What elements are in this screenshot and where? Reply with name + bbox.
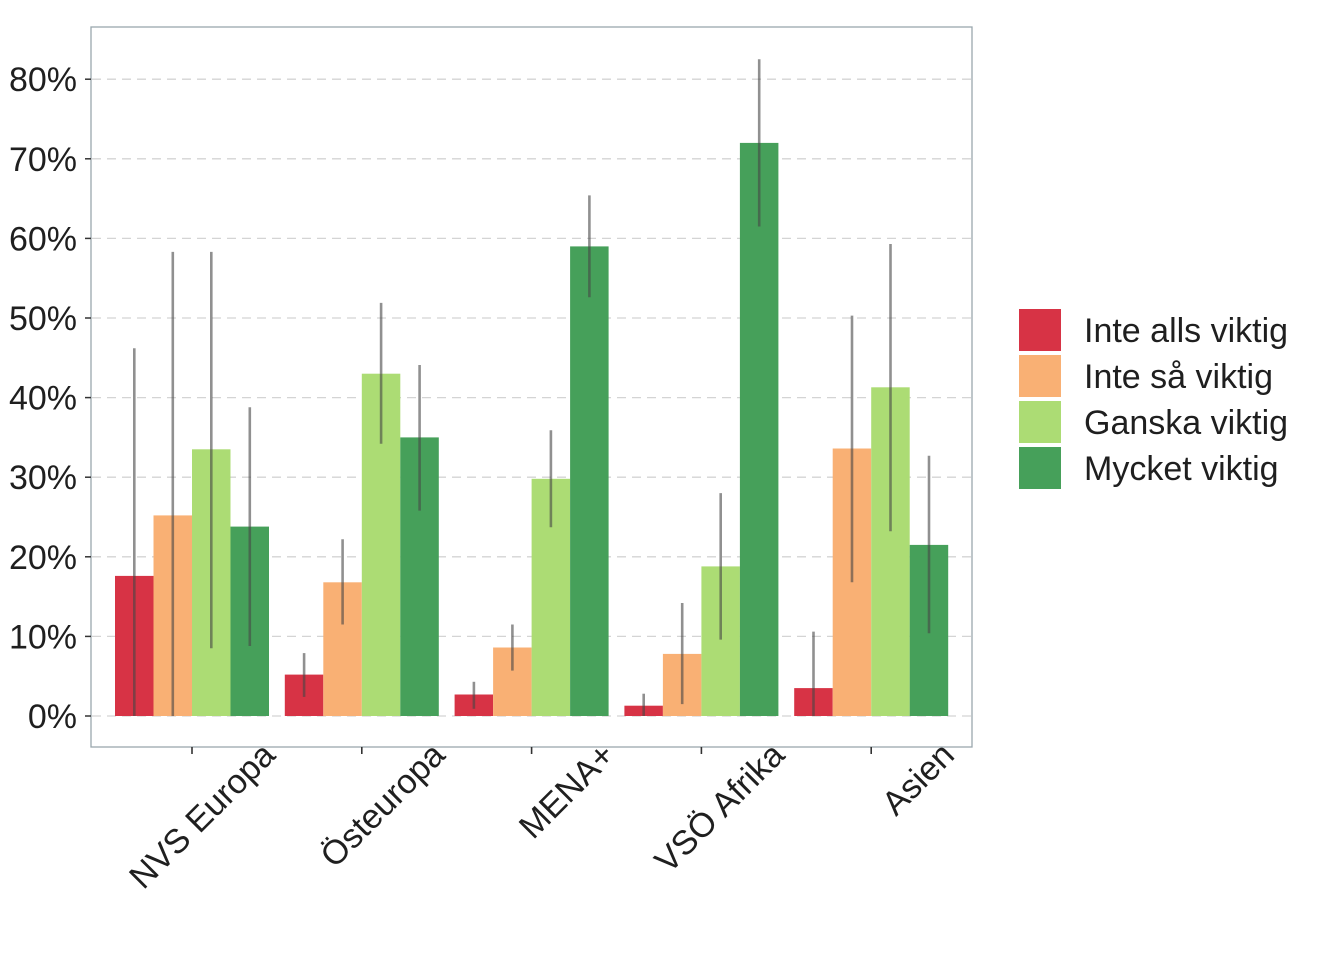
bar xyxy=(739,142,779,716)
legend-label: Inte alls viktig xyxy=(1084,312,1288,350)
y-tick-label: 60% xyxy=(9,220,77,258)
error-bars xyxy=(133,59,931,716)
x-tick-label: MENA+ xyxy=(512,736,622,846)
legend-key xyxy=(1019,309,1061,351)
bars xyxy=(115,142,949,716)
y-tick-label: 30% xyxy=(9,459,77,497)
bar xyxy=(570,246,609,716)
y-tick-label: 0% xyxy=(28,698,77,736)
legend-label: Ganska viktig xyxy=(1084,404,1288,442)
legend-key xyxy=(1019,447,1061,489)
legend: Inte alls viktig Inte så viktig Ganska vik… xyxy=(1019,309,1288,489)
x-tick-label: VSÖ Afrika xyxy=(648,736,793,881)
y-tick-label: 80% xyxy=(9,61,77,99)
y-tick-label: 20% xyxy=(9,539,77,577)
y-axis: 0% 10% 20% 30% 40% 50% 60% 70% 80% xyxy=(9,61,91,736)
x-tick-label: Asien xyxy=(875,736,962,823)
y-tick-label: 50% xyxy=(9,300,77,338)
legend-label: Mycket viktig xyxy=(1084,450,1279,488)
y-tick-label: 70% xyxy=(9,141,77,179)
legend-key xyxy=(1019,355,1061,397)
x-tick-label: NVS Europa xyxy=(122,736,283,897)
x-tick-label: Östeuropa xyxy=(313,736,452,875)
x-axis: NVS Europa Östeuropa MENA+ VSÖ Afrika Asien xyxy=(122,736,962,897)
legend-key xyxy=(1019,401,1061,443)
legend-label: Inte så viktig xyxy=(1084,358,1273,396)
y-tick-label: 10% xyxy=(9,618,77,656)
y-tick-label: 40% xyxy=(9,380,77,418)
